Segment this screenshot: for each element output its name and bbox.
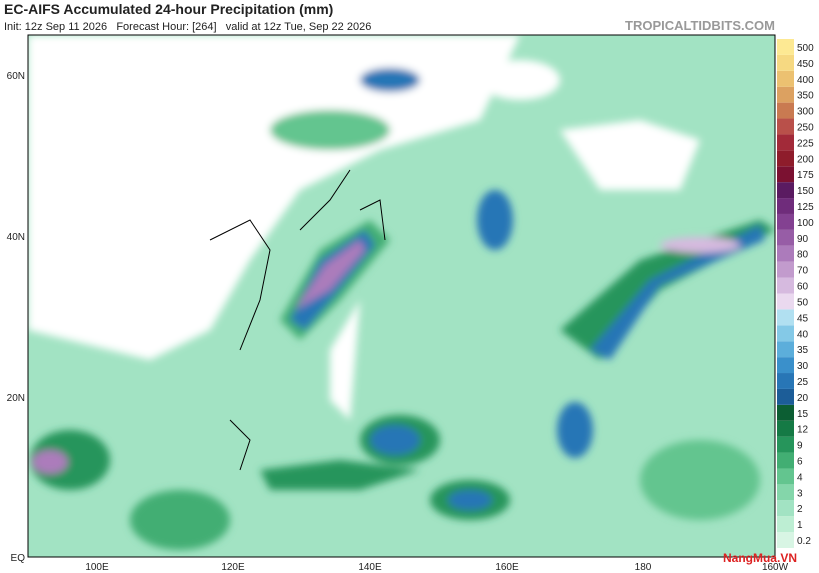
colorbar-label: 12	[797, 425, 809, 436]
subtitle: Init: 12z Sep 11 2026 Forecast Hour: [26…	[4, 21, 371, 33]
latitude-label: 20N	[7, 393, 25, 404]
colorbar-swatch	[777, 341, 794, 358]
colorbar-swatch	[777, 468, 794, 485]
colorbar-swatch	[777, 102, 794, 119]
colorbar-swatch	[777, 198, 794, 214]
colorbar-label: 100	[797, 218, 814, 229]
latitude-label: EQ	[11, 553, 26, 564]
colorbar-swatch	[777, 452, 794, 469]
colorbar-label: 50	[797, 297, 809, 308]
colorbar-swatch	[777, 309, 794, 326]
colorbar-label: 6	[797, 457, 803, 468]
colorbar-label: 400	[797, 75, 814, 86]
colorbar-swatch	[777, 532, 794, 548]
colorbar-swatch	[777, 213, 794, 230]
colorbar-swatch	[777, 420, 794, 437]
colorbar-swatch	[777, 500, 794, 517]
colorbar-swatch	[777, 277, 794, 294]
colorbar-label: 450	[797, 59, 814, 70]
colorbar-label: 200	[797, 154, 814, 165]
colorbar-label: 250	[797, 122, 814, 133]
colorbar-label: 2	[797, 504, 803, 515]
colorbar-label: 20	[797, 393, 809, 404]
colorbar-label: 125	[797, 202, 814, 213]
latitude-label: 60N	[7, 71, 25, 82]
colorbar-swatch	[777, 404, 794, 421]
map	[27, 34, 776, 558]
colorbar-swatch	[777, 357, 794, 374]
colorbar-label: 90	[797, 234, 809, 245]
colorbar-label: 4	[797, 472, 803, 483]
colorbar-label: 60	[797, 282, 809, 293]
colorbar-swatch	[777, 436, 794, 453]
colorbar-label: 175	[797, 170, 814, 181]
longitude-label: 160W	[762, 562, 789, 573]
colorbar-label: 70	[797, 266, 809, 277]
colorbar-swatch	[777, 373, 794, 389]
colorbar-swatch	[777, 293, 794, 310]
colorbar-swatch	[777, 118, 794, 135]
colorbar-swatch	[777, 229, 794, 246]
colorbar-swatch	[777, 134, 794, 151]
colorbar-swatch	[777, 70, 794, 87]
colorbar-label: 300	[797, 107, 814, 118]
title: EC-AIFS Accumulated 24-hour Precipitatio…	[4, 1, 333, 17]
watermark: NangMua.VN	[723, 551, 797, 565]
colorbar-label: 45	[797, 313, 809, 324]
colorbar-swatch	[777, 86, 794, 103]
colorbar-label: 9	[797, 441, 803, 452]
colorbar-label: 3	[797, 488, 803, 499]
latitude-label: 40N	[7, 232, 25, 243]
colorbar-swatch	[777, 484, 794, 501]
colorbar-swatch	[777, 325, 794, 342]
longitude-label: 160E	[495, 562, 519, 573]
colorbar-swatch	[777, 54, 794, 71]
colorbar-label: 150	[797, 186, 814, 197]
colorbar-label: 40	[797, 329, 809, 340]
site-credit: TROPICALTIDBITS.COM	[625, 18, 775, 33]
colorbar-swatch	[777, 166, 794, 183]
colorbar-swatch	[777, 39, 794, 55]
colorbar-label: 225	[797, 138, 814, 149]
colorbar-swatch	[777, 261, 794, 278]
colorbar-swatch	[777, 182, 794, 199]
colorbar-label: 0.2	[797, 536, 811, 547]
longitude-label: 120E	[221, 562, 245, 573]
colorbar-swatch	[777, 516, 794, 533]
colorbar-label: 1	[797, 520, 803, 531]
longitude-labels: 100E 120E 140E 160E 180 160W	[85, 562, 788, 573]
longitude-label: 140E	[358, 562, 382, 573]
longitude-label: 100E	[85, 562, 109, 573]
longitude-label: 180	[635, 562, 652, 573]
colorbar-label: 35	[797, 345, 809, 356]
colorbar-label: 80	[797, 250, 809, 261]
colorbar-label: 350	[797, 91, 814, 102]
colorbar-label: 30	[797, 361, 809, 372]
colorbar-swatch	[777, 245, 794, 262]
latitude-labels: 60N 40N 20N EQ	[7, 71, 26, 564]
colorbar-swatch	[777, 150, 794, 167]
colorbar-swatch	[777, 388, 794, 405]
colorbar-label: 15	[797, 409, 809, 420]
colorbar-label: 25	[797, 377, 809, 388]
colorbar: 0.21234691215202530354045506070809010012…	[777, 39, 814, 548]
colorbar-label: 500	[797, 43, 814, 54]
